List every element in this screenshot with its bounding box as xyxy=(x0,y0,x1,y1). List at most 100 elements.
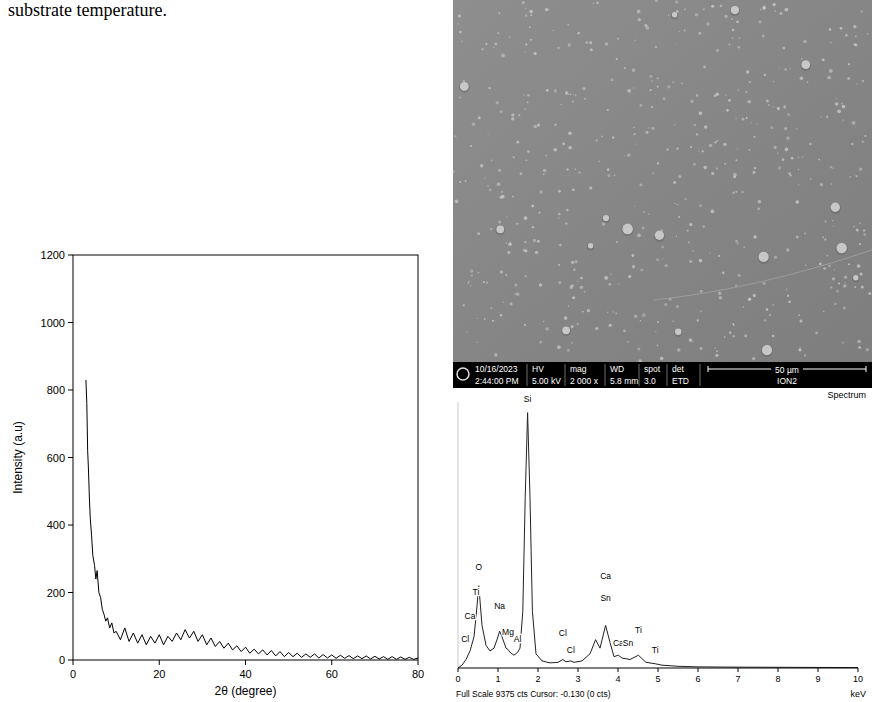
particle xyxy=(624,67,626,69)
particle xyxy=(607,174,610,177)
x-tick-label: 20 xyxy=(153,668,165,680)
particle xyxy=(760,8,762,10)
particle xyxy=(508,242,512,246)
particle xyxy=(820,183,823,186)
particle xyxy=(719,296,723,300)
peak-label: Cl xyxy=(567,645,575,655)
particle xyxy=(480,164,483,167)
info-separator xyxy=(700,364,701,386)
particle xyxy=(785,148,789,152)
info-separator xyxy=(605,364,606,386)
particle xyxy=(699,347,702,350)
particle xyxy=(481,48,483,50)
particle xyxy=(748,298,751,301)
particle xyxy=(566,168,569,171)
particle xyxy=(578,32,580,34)
particle xyxy=(778,166,781,169)
sem-time: 2:44:00 PM xyxy=(475,376,518,386)
particle xyxy=(698,150,699,151)
particle xyxy=(732,29,735,32)
particle xyxy=(640,104,643,107)
particle xyxy=(723,143,726,146)
particle xyxy=(501,191,503,193)
particle xyxy=(676,305,679,308)
info-bar xyxy=(453,362,872,388)
particle xyxy=(764,319,767,322)
particle xyxy=(785,8,789,12)
particle xyxy=(819,263,822,266)
particle xyxy=(690,99,694,103)
particle xyxy=(606,109,608,111)
particle xyxy=(502,196,504,198)
particle xyxy=(784,68,787,71)
x-tick-label: 8 xyxy=(775,674,780,684)
particle xyxy=(787,295,789,297)
particle xyxy=(684,29,686,31)
particle xyxy=(764,74,766,76)
particle xyxy=(777,107,780,110)
particle xyxy=(859,243,861,245)
sem-texture xyxy=(453,0,872,362)
x-tick xyxy=(578,668,579,672)
particle xyxy=(783,105,786,108)
particle xyxy=(827,255,829,257)
particle xyxy=(864,135,866,137)
particle xyxy=(496,101,499,104)
particle xyxy=(798,157,800,159)
particle xyxy=(584,98,586,100)
particle xyxy=(733,324,735,326)
particle xyxy=(786,248,789,251)
particle xyxy=(716,140,718,142)
particle xyxy=(511,117,514,120)
particle xyxy=(636,143,637,144)
info-separator xyxy=(565,364,566,386)
particle xyxy=(559,244,562,247)
particle xyxy=(827,76,831,80)
particle xyxy=(527,94,530,97)
xrd-chart: 0200400600800100012000204060802θ (degree… xyxy=(11,249,424,698)
particle xyxy=(804,233,806,235)
particle xyxy=(571,342,573,344)
particle-shadow xyxy=(587,243,594,250)
particle xyxy=(774,146,777,149)
particle xyxy=(696,133,698,135)
particle xyxy=(648,127,650,129)
particle xyxy=(751,122,752,123)
caption: substrate temperature. xyxy=(8,0,167,20)
particle xyxy=(627,341,629,343)
particle xyxy=(766,308,769,311)
particle xyxy=(753,235,756,238)
particle xyxy=(787,113,790,116)
particle xyxy=(676,43,677,44)
particle xyxy=(478,116,481,119)
particle xyxy=(856,228,859,231)
x-tick-label: 9 xyxy=(815,674,820,684)
particle xyxy=(858,346,861,349)
particle xyxy=(711,210,715,214)
particle xyxy=(590,48,593,51)
footer: Full Scale 9375 cts Cursor: -0.130 (0 ct… xyxy=(456,689,611,699)
particle xyxy=(507,251,510,254)
particle xyxy=(612,136,615,139)
particle xyxy=(512,156,514,158)
particle xyxy=(554,124,556,126)
particle xyxy=(725,94,727,96)
particle xyxy=(768,104,770,106)
particle xyxy=(773,3,776,6)
particle xyxy=(689,223,692,226)
x-tick-label: 5 xyxy=(655,674,660,684)
particle xyxy=(577,281,579,283)
y-tick-label: 600 xyxy=(47,452,65,464)
particle-shadow xyxy=(730,6,740,16)
particle xyxy=(539,190,543,194)
sem-info-value: 5.00 kV xyxy=(532,376,561,386)
particle xyxy=(692,250,693,251)
particle xyxy=(524,241,526,243)
particle xyxy=(617,38,619,40)
particle xyxy=(845,34,848,37)
particle xyxy=(538,212,540,214)
x-tick xyxy=(818,668,819,672)
particle xyxy=(472,123,475,126)
spectrum-line xyxy=(458,413,858,668)
particle xyxy=(477,232,480,235)
